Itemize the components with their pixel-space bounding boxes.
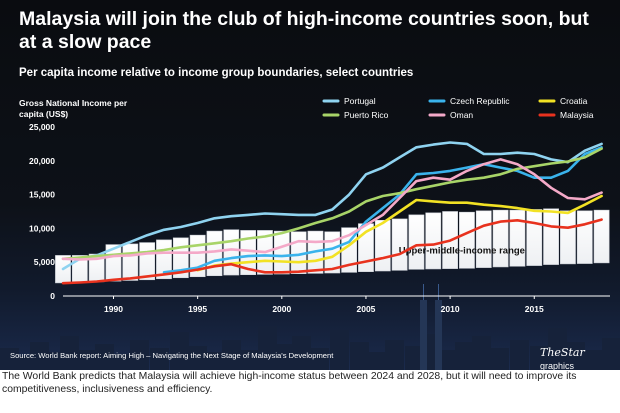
legend-label: Portugal (344, 96, 376, 106)
legend: Portugal Czech Republic Croatia Puerto Rico… (322, 96, 594, 120)
skyline-building (385, 340, 404, 370)
income-band: Upper-middle-income range (55, 208, 610, 284)
skyline-building (258, 326, 277, 370)
band-block (223, 229, 240, 276)
band-block (526, 209, 543, 266)
x-tick-label: 2010 (441, 304, 460, 314)
y-tick-label: 0 (50, 291, 55, 301)
skyline-building (222, 340, 241, 370)
skyline-building (274, 344, 293, 370)
band-block (459, 211, 475, 269)
chart-subtitle: Per capita income relative to income gro… (19, 67, 414, 79)
skyline-building (130, 340, 149, 370)
skyline-building (548, 328, 567, 370)
band-block (593, 209, 610, 264)
skyline-building (368, 352, 387, 370)
band-block (509, 209, 526, 267)
band-block (273, 230, 290, 275)
skyline-building (350, 342, 369, 370)
skyline-building (530, 346, 549, 370)
skyline-building (310, 348, 329, 370)
skyline-building (405, 346, 424, 370)
x-tick-label: 2005 (356, 304, 375, 314)
y-tick-label: 20,000 (29, 156, 55, 166)
skyline-building (112, 354, 131, 370)
band-label: Upper-middle-income range (399, 245, 525, 256)
legend-label: Puerto Rico (344, 110, 389, 120)
skyline-building (510, 340, 529, 370)
skyline-building (188, 346, 207, 370)
skyline-building (585, 350, 604, 370)
band-block (391, 218, 408, 271)
series-line-oman (61, 158, 603, 261)
legend-label: Oman (450, 110, 473, 120)
series-line-malaysia (61, 218, 603, 285)
skyline-building (440, 350, 459, 370)
skyline-building (0, 348, 19, 370)
band-block (122, 243, 139, 281)
band-block (408, 214, 425, 270)
skyline-building (602, 338, 620, 370)
band-block (139, 242, 156, 281)
band-block (492, 209, 509, 268)
y-tick-label: 5,000 (34, 257, 56, 267)
chart-title: Malaysia will join the club of high-inco… (19, 8, 589, 53)
band-block (206, 230, 223, 277)
caption: The World Bank predicts that Malaysia wi… (2, 371, 577, 395)
skyline-building (60, 336, 79, 370)
series-line-portugal (61, 141, 603, 271)
series-line-croatia (196, 194, 603, 272)
y-tick-label: 15,000 (29, 190, 55, 200)
axes: 0 5,000 10,000 15,000 20,000 25,000 1990 1995 20… (29, 122, 610, 314)
brand-logo: TheStar graphics (540, 346, 620, 370)
x-tick-label: 1995 (188, 304, 207, 314)
skyline-building (292, 336, 311, 370)
source-note: Source: World Bank report: Aiming High –… (10, 351, 334, 360)
series-line-puerto-rico (61, 147, 603, 261)
legend-label: Croatia (560, 96, 588, 106)
brand-name: TheStar (540, 346, 585, 359)
series-lines (61, 141, 603, 285)
skyline-building (95, 344, 114, 370)
band-block (543, 208, 559, 265)
band-block (425, 212, 442, 270)
y-tick-label: 10,000 (29, 223, 55, 233)
y-axis-label: Gross National Income per capita (US$) (19, 98, 128, 119)
band-block (560, 210, 576, 265)
chart-panel: Malaysia will join the club of high-inco… (0, 0, 620, 370)
skyline-building (170, 332, 189, 370)
skyline-tower (420, 300, 427, 370)
legend-label: Czech Republic (450, 96, 510, 106)
skyline-building (150, 348, 169, 370)
skyline-building (490, 348, 509, 370)
skyline-building (44, 352, 63, 370)
skyline-tower (435, 300, 442, 370)
x-tick-label: 2000 (272, 304, 291, 314)
y-tick-label: 25,000 (29, 122, 55, 132)
x-tick-label: 1990 (104, 304, 123, 314)
skyline-building (330, 330, 349, 370)
legend-label: Malaysia (560, 110, 594, 120)
band-block (475, 210, 492, 268)
skyline-building (240, 350, 259, 370)
skyline-building (205, 352, 224, 370)
line-chart: Upper-middle-income range 0 5,000 10,000 15… (0, 96, 620, 370)
skyline-building (566, 342, 585, 370)
band-block (374, 219, 391, 272)
band-block (576, 210, 593, 264)
x-tick-label: 2015 (525, 304, 544, 314)
skyline-building (472, 336, 491, 370)
skyline-building (455, 342, 474, 370)
series-line-czech-republic (162, 146, 603, 274)
brand-suffix: graphics (540, 361, 575, 370)
city-skyline (0, 284, 620, 370)
skyline-building (76, 350, 95, 370)
